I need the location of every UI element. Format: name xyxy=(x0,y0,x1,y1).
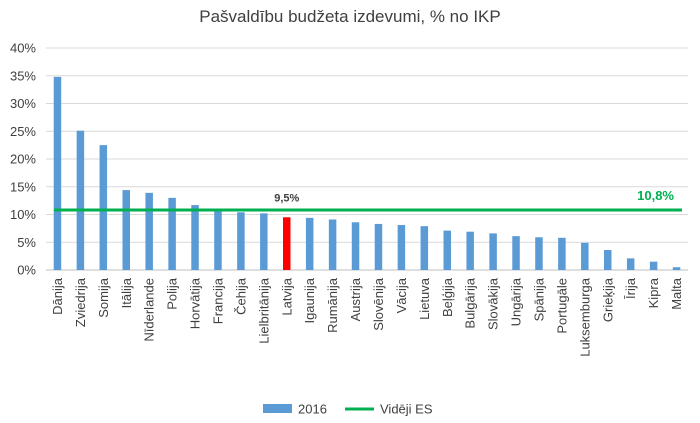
category-label: Īrija xyxy=(623,277,638,299)
bar xyxy=(626,258,635,270)
category-label: Latvija xyxy=(279,277,294,315)
y-tick-label: 25% xyxy=(10,124,36,139)
category-label: Luksemburga xyxy=(577,277,592,357)
bar xyxy=(397,225,406,270)
legend: 2016 Vidēji ES xyxy=(263,402,433,417)
bar-highlight xyxy=(283,217,291,270)
bar xyxy=(351,222,360,270)
category-label: Čehija xyxy=(233,277,248,315)
average-label: 10,8% xyxy=(637,188,674,203)
category-label: Austrija xyxy=(348,277,363,321)
bar xyxy=(466,231,474,270)
bar xyxy=(122,190,130,270)
bar xyxy=(581,242,589,270)
bar xyxy=(558,237,566,270)
category-label: Horvātija xyxy=(188,277,203,329)
bar xyxy=(328,219,337,270)
x-axis-categories: Dānija Zviedrija Somija Itālija Nīderlande Po… xyxy=(50,277,684,357)
bar-data-label: 9,5% xyxy=(274,192,299,204)
bar xyxy=(237,212,245,270)
bar xyxy=(168,197,176,270)
category-label: Kipra xyxy=(646,277,661,308)
bar xyxy=(374,223,383,270)
category-label: Slovākija xyxy=(486,277,501,330)
category-label: Bulgārija xyxy=(463,277,478,328)
y-tick-label: 30% xyxy=(10,96,36,111)
category-label: Nīderlande xyxy=(142,278,157,342)
bar xyxy=(672,267,681,270)
category-label: Igaunija xyxy=(302,277,317,323)
category-label: Rumānija xyxy=(325,277,340,333)
category-label: Malta xyxy=(669,277,684,310)
y-tick-label: 10% xyxy=(10,207,36,222)
y-tick-label: 0% xyxy=(17,263,36,278)
category-label: Grieķija xyxy=(600,277,615,322)
category-label: Slovēnija xyxy=(371,277,386,331)
category-label: Polija xyxy=(165,277,180,310)
bar xyxy=(512,236,520,270)
legend-swatch-bar xyxy=(263,404,292,413)
bar xyxy=(420,226,429,270)
legend-label-series: 2016 xyxy=(298,402,327,417)
bar xyxy=(443,230,451,270)
category-label: Lielbritānija xyxy=(256,277,271,344)
category-label: Dānija xyxy=(50,277,65,315)
category-label: Beļģija xyxy=(440,277,455,317)
legend-label-average: Vidēji ES xyxy=(380,402,433,417)
gridlines xyxy=(46,47,688,271)
bar xyxy=(649,261,658,270)
category-label: Portugāle xyxy=(554,278,569,334)
bar xyxy=(145,192,153,270)
bar xyxy=(260,213,268,270)
category-label: Zviedrija xyxy=(73,277,88,327)
bar xyxy=(191,205,199,270)
y-tick-label: 15% xyxy=(10,179,36,194)
bar xyxy=(76,130,85,270)
bar xyxy=(305,217,314,270)
y-tick-label: 35% xyxy=(10,68,36,83)
category-label: Spānija xyxy=(531,277,546,321)
category-label: Lietuva xyxy=(417,277,432,320)
bar xyxy=(99,145,108,270)
category-label: Vācija xyxy=(394,277,409,313)
bar xyxy=(604,250,612,270)
y-axis-ticks: 0% 5% 10% 15% 20% 25% 30% 35% 40% xyxy=(10,41,36,278)
y-tick-label: 20% xyxy=(10,152,36,167)
category-label: Francija xyxy=(210,277,225,324)
average-line-group: 10,8% xyxy=(54,188,682,212)
bars: 9,5% xyxy=(53,76,681,270)
y-tick-label: 40% xyxy=(10,41,36,56)
chart-title: Pašvaldību budžeta izdevumi, % no IKP xyxy=(199,7,500,26)
category-label: Itālija xyxy=(119,277,134,308)
bar xyxy=(214,208,222,270)
bar xyxy=(535,237,543,270)
category-label: Ungārija xyxy=(509,277,524,326)
bar xyxy=(53,76,62,270)
category-label: Somija xyxy=(96,277,111,318)
bar xyxy=(489,233,497,270)
y-tick-label: 5% xyxy=(17,235,36,250)
